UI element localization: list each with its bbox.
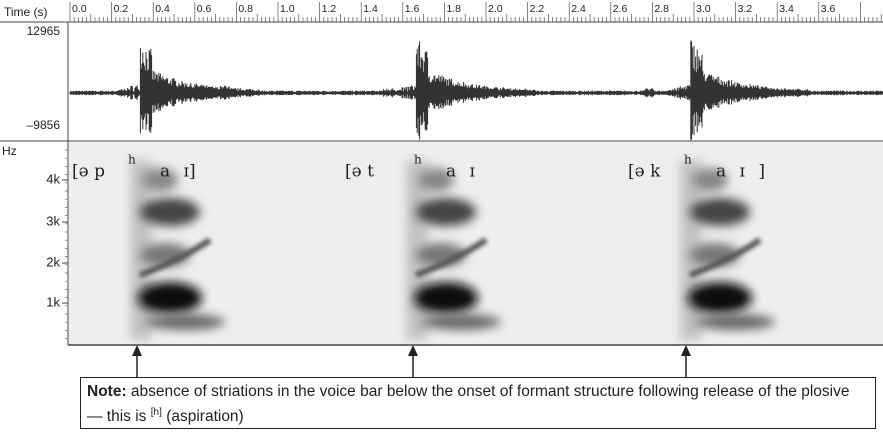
- hz-tick-label: 2k: [46, 254, 60, 269]
- ipa-sup: h: [128, 153, 136, 167]
- time-tick-label: 1.0: [280, 3, 295, 15]
- note-label: Note:: [87, 383, 127, 400]
- time-tick-label: 1.4: [363, 3, 378, 15]
- formant-top: [692, 168, 728, 192]
- formant-top: [142, 168, 178, 192]
- time-label: Time (s): [4, 5, 48, 19]
- waveform-panel: [68, 23, 883, 140]
- formant-top: [418, 168, 454, 192]
- formant-track: [688, 237, 762, 278]
- formant-low: [688, 282, 752, 314]
- ipa-onset: [ə t: [345, 162, 374, 182]
- time-tick-label: 0.2: [114, 3, 129, 15]
- arrow-head: [132, 345, 142, 356]
- hz-ticks: 4k 3k 2k 1k: [46, 149, 68, 339]
- arrow-head: [681, 345, 691, 356]
- ipa-sup: h: [684, 153, 692, 167]
- hz-tick-label: 3k: [46, 213, 60, 228]
- ipa-rest: a ɪ ]: [716, 162, 765, 182]
- time-tick-label: 2.4: [571, 3, 586, 15]
- note: Note: absence of striations in the voice…: [80, 377, 876, 429]
- time-tick-label: 0.0: [72, 3, 87, 15]
- formant-high: [416, 198, 476, 226]
- ipa-onset: [ə p: [72, 162, 105, 182]
- time-tick-label: 1.2: [322, 3, 337, 15]
- arrows: [132, 345, 691, 378]
- time-tick-label: 2.8: [654, 3, 669, 15]
- note-text: absence of striations in the voice bar b…: [87, 383, 850, 426]
- ruler-bg: [0, 0, 883, 22]
- ruler-ticks: [69, 2, 882, 22]
- ipa-rest: a ɪ: [446, 162, 476, 182]
- time-tick-label: 3.2: [738, 3, 753, 15]
- formant-low2: [421, 314, 501, 330]
- formant-high: [140, 198, 200, 226]
- ipa-onset: [ə k: [628, 162, 661, 182]
- ipa-sup: h: [414, 153, 422, 167]
- wave-min: –9856: [27, 118, 61, 132]
- transcriptions: [ə p h a ɪ] [ə t h a ɪ [ə k h a ɪ ]: [72, 153, 765, 182]
- time-tick-label: 2.0: [488, 3, 503, 15]
- hz-tick-label: 4k: [46, 171, 60, 186]
- hz-minor: [65, 149, 68, 339]
- note-tail: (aspiration): [166, 408, 244, 426]
- ipa-rest: a ɪ]: [160, 162, 196, 182]
- ruler: 0.0 0.2 0.4 0.6 0.8 1.0 1.2 1.4 1.6 1.8 2.0 2.2 2.4 2…: [69, 2, 882, 22]
- time-tick-label: 3.4: [779, 3, 794, 15]
- hz-tick-label: 1k: [46, 294, 60, 309]
- time-tick-label: 1.6: [405, 3, 420, 15]
- waveform: [69, 40, 883, 141]
- arrow-head: [408, 345, 418, 356]
- formant-low: [138, 282, 202, 314]
- formant-low2: [145, 314, 225, 330]
- time-tick-label: 2.6: [613, 3, 628, 15]
- formant-high: [690, 198, 750, 226]
- time-tick-label: 2.2: [530, 3, 545, 15]
- spectrogram: [79, 150, 775, 345]
- formant-low: [414, 282, 478, 314]
- formant-track: [138, 237, 212, 278]
- formant-track: [414, 237, 488, 278]
- formant-low2: [695, 314, 775, 330]
- note-sup: [h]: [150, 407, 162, 418]
- time-tick-label: 1.8: [446, 3, 461, 15]
- time-tick-label: 0.8: [238, 3, 253, 15]
- time-tick-label: 0.6: [197, 3, 212, 15]
- wave-max: 12965: [27, 24, 61, 38]
- time-tick-label: 3.6: [821, 3, 836, 15]
- time-tick-label: 0.4: [155, 3, 170, 15]
- hz-label: Hz: [2, 144, 17, 158]
- time-tick-label: 3.0: [696, 3, 711, 15]
